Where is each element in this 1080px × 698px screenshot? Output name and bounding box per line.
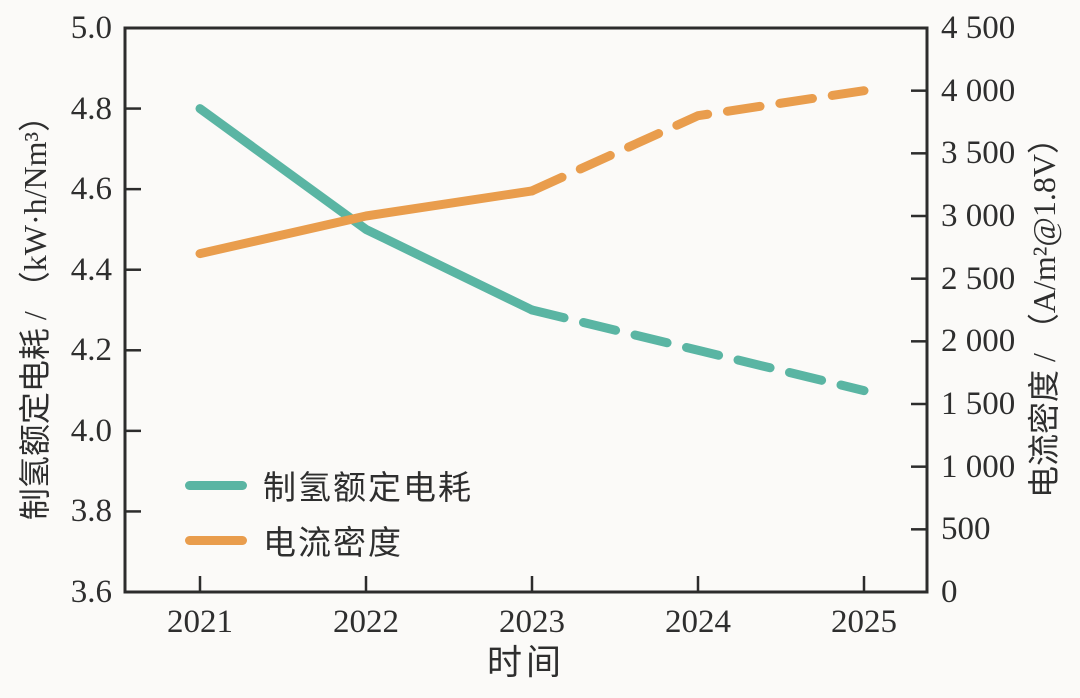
right-axis-tick-label: 2 000 — [941, 323, 1016, 360]
x-axis-tick-label: 2025 — [831, 604, 897, 640]
series-power-consumption-solid-line — [195, 104, 537, 315]
right-axis-tick-label: 3 500 — [941, 135, 1016, 172]
left-axis-tick-label: 4.2 — [70, 332, 112, 369]
left-axis-title: 制氢额定电耗 / （kW·h/Nm³） — [17, 99, 53, 521]
right-axis-tick-label: 1 500 — [941, 386, 1016, 422]
series-current-density-solid-line — [195, 186, 537, 259]
right-axis-tick-label: 4 500 — [941, 10, 1016, 46]
legend-label-power-consumption: 制氢额定电耗 — [263, 471, 473, 507]
series-power-consumption-dashed-line — [527, 305, 869, 396]
legend-item-power-consumption: 制氢额定电耗 — [185, 466, 473, 507]
legend-label-current-density: 电流密度 — [263, 526, 403, 562]
right-axis-tick-label: 1 000 — [941, 448, 1016, 485]
right-axis-tick-label: 2 500 — [941, 260, 1016, 297]
teal-line-swatch-icon — [185, 480, 247, 490]
right-axis-tick-label: 0 — [941, 574, 958, 610]
left-axis-tick-label: 5.0 — [70, 10, 112, 46]
orange-line-swatch-icon — [185, 535, 247, 545]
x-axis-tick-label: 2023 — [499, 604, 565, 640]
x-axis-tick-label: 2024 — [665, 604, 731, 640]
left-axis-tick-label: 4.4 — [70, 251, 112, 288]
x-axis-tick-label: 2022 — [333, 604, 399, 640]
right-axis-tick-label: 500 — [941, 511, 991, 548]
left-axis-tick-label: 3.6 — [70, 574, 112, 610]
left-axis-tick-label: 4.8 — [70, 90, 112, 127]
x-axis-title: 时间 — [486, 643, 566, 683]
right-axis-tick-label: 4 000 — [941, 72, 1016, 109]
x-axis-tick-label: 2021 — [167, 604, 233, 640]
right-axis-title: 电流密度 / （A/m²@1.8V） — [1026, 122, 1062, 498]
left-axis-tick-label: 4.0 — [70, 412, 112, 449]
left-axis-tick-label: 3.8 — [70, 493, 112, 530]
plot-frame — [123, 26, 929, 594]
right-axis-tick-label: 3 000 — [941, 198, 1016, 234]
legend-item-current-density: 电流密度 — [185, 521, 473, 562]
series-current-density-dashed-line — [527, 86, 869, 196]
left-axis-tick-label: 4.6 — [70, 171, 112, 208]
legend: 制氢额定电耗 电流密度 — [185, 466, 473, 576]
